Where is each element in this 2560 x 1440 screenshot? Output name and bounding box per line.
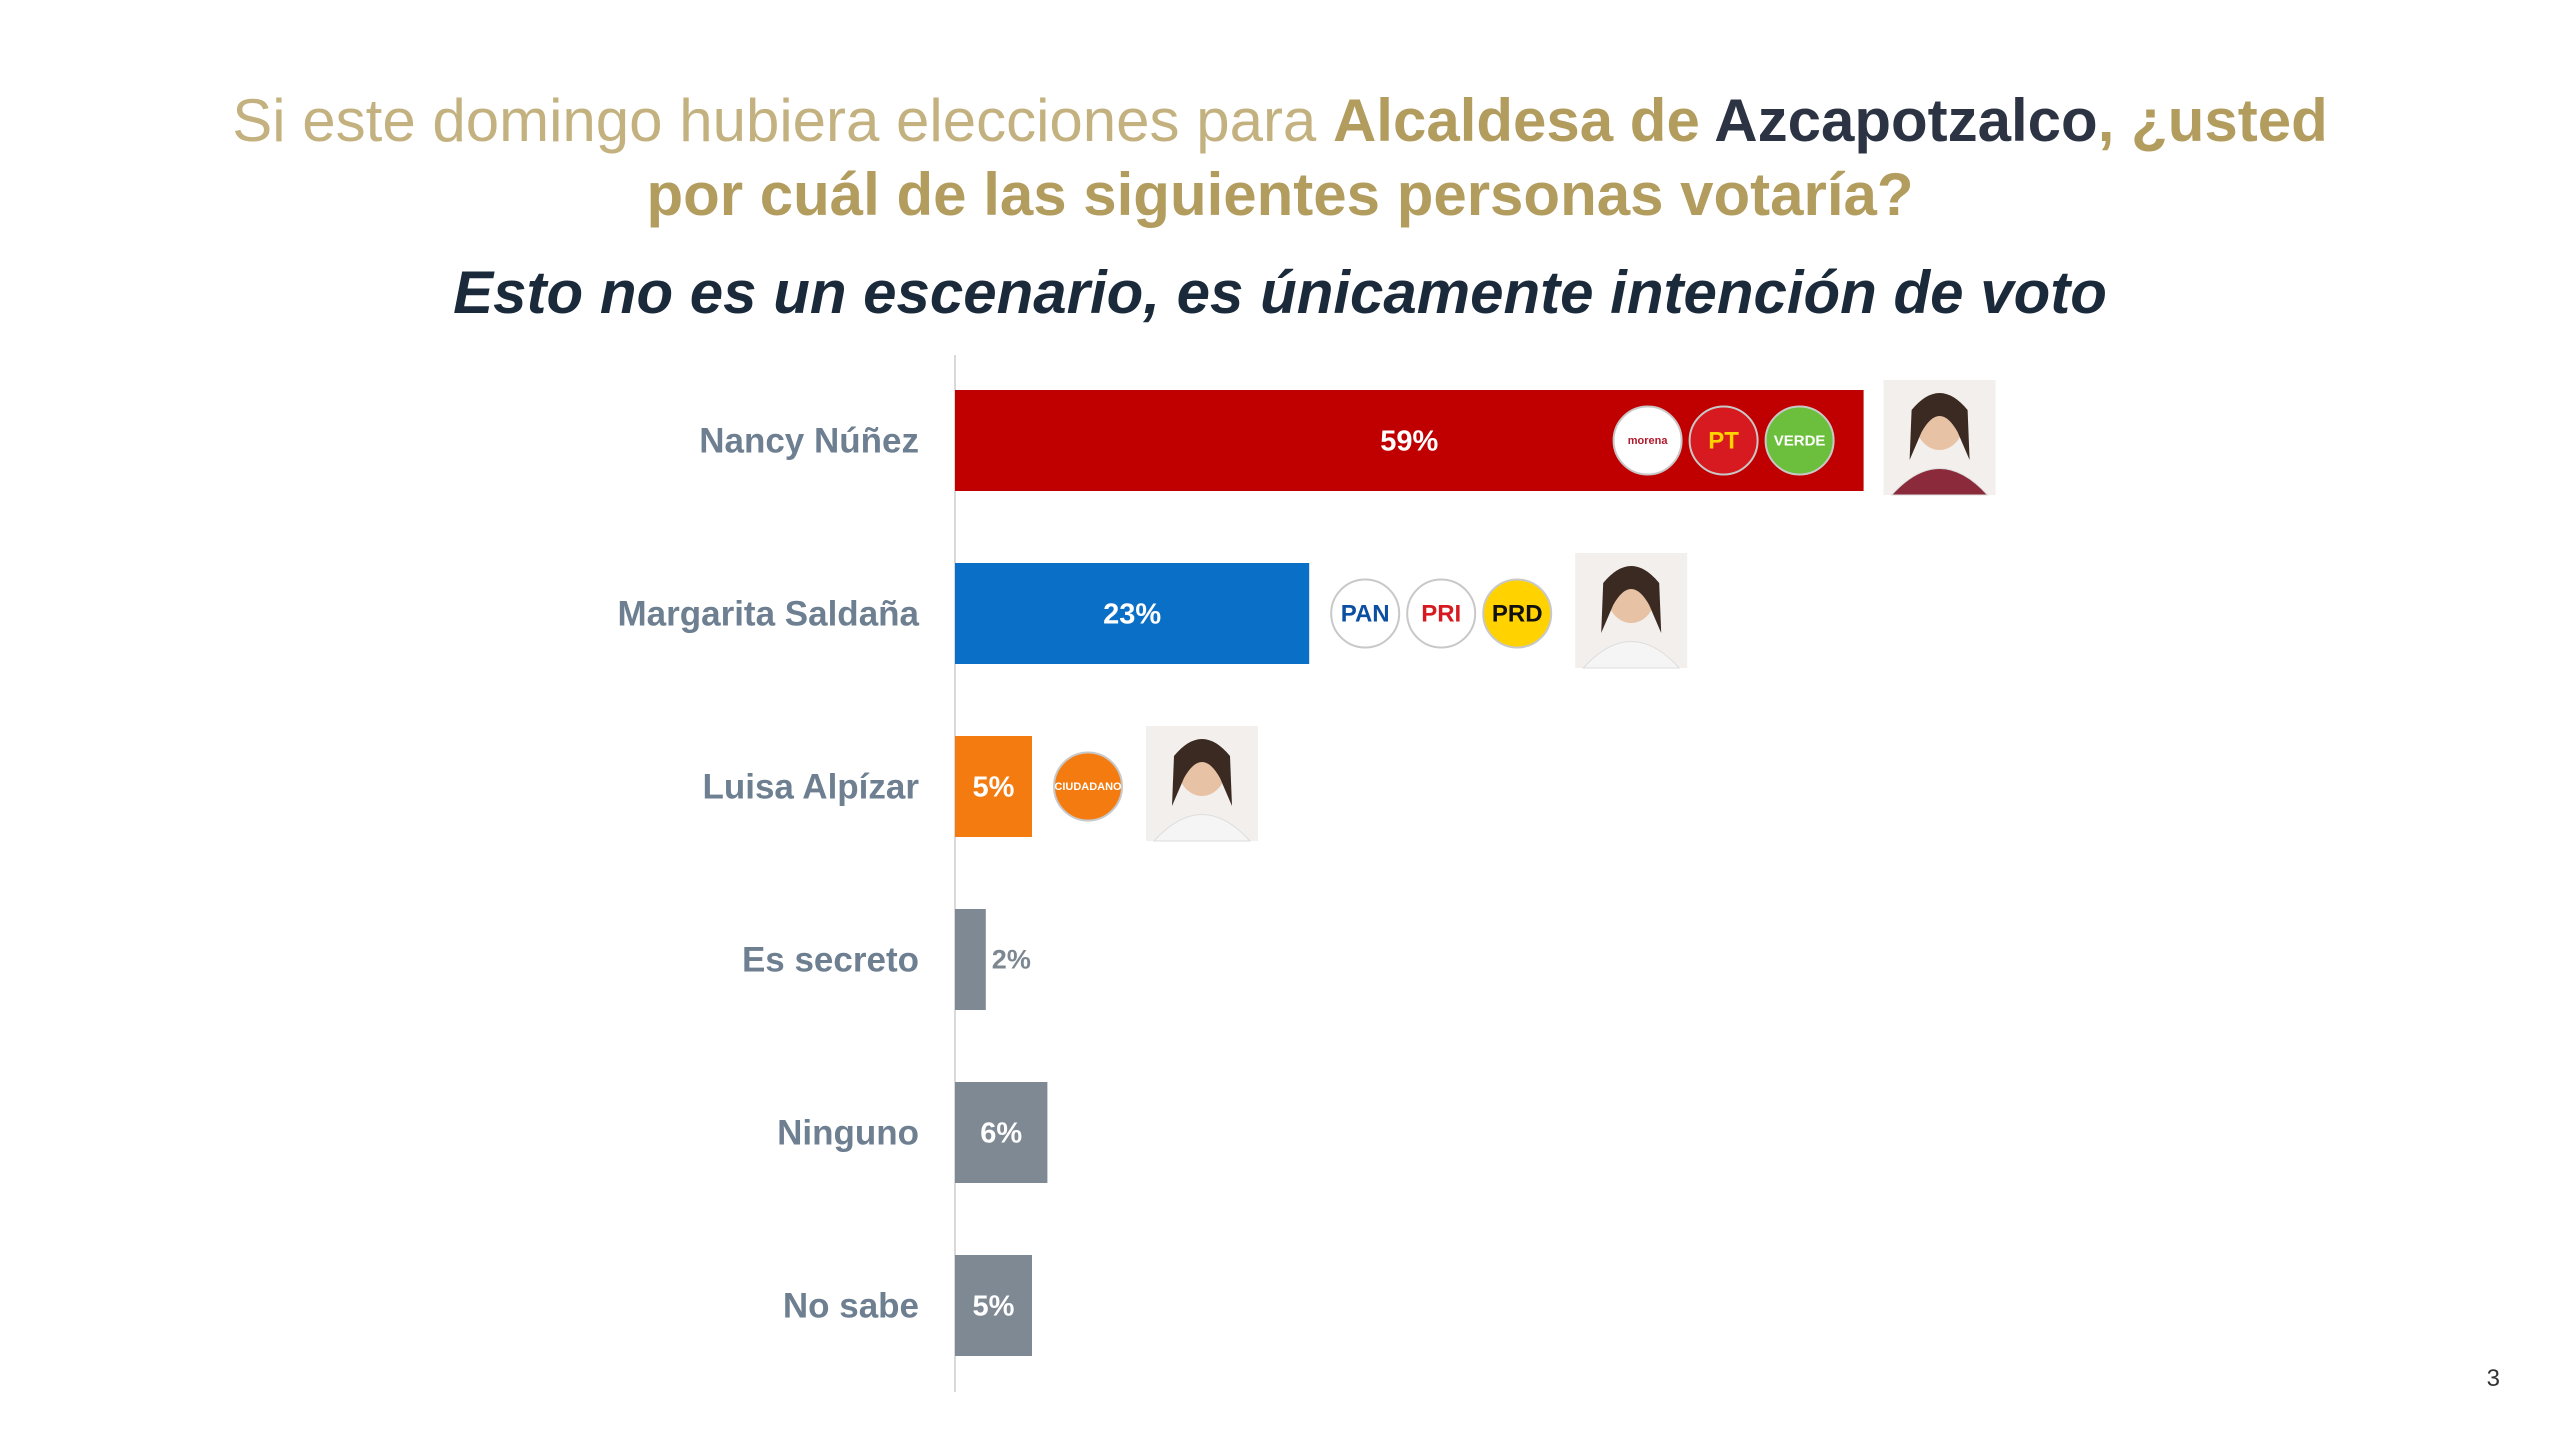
logo-text: morena bbox=[1628, 435, 1669, 447]
category-label: No sabe bbox=[783, 1287, 919, 1326]
category-label: Nancy Núñez bbox=[699, 422, 919, 461]
verde-logo: VERDE bbox=[1764, 405, 1835, 476]
chart-title: Si este domingo hubiera elecciones para … bbox=[0, 84, 2560, 232]
prd-logo: PRD bbox=[1482, 578, 1553, 649]
data-label: 6% bbox=[980, 1118, 1022, 1150]
category-label: Es secreto bbox=[742, 941, 919, 980]
chart-subtitle: Esto no es un escenario, es únicamente i… bbox=[453, 259, 2107, 326]
bar bbox=[955, 1255, 1032, 1356]
title-part-2: Alcaldesa de bbox=[1332, 87, 1715, 154]
category-label: Margarita Saldaña bbox=[618, 595, 920, 634]
page-number: 3 bbox=[2486, 1365, 2500, 1392]
data-label: 5% bbox=[973, 1291, 1015, 1323]
category-label: Ninguno bbox=[777, 1114, 919, 1153]
logo-text: PAN bbox=[1341, 601, 1390, 628]
pan-logo: PAN bbox=[1330, 578, 1401, 649]
candidate-photo bbox=[1883, 380, 1996, 496]
data-label: 23% bbox=[1103, 599, 1161, 631]
morena-logo: morena bbox=[1612, 405, 1683, 476]
title-part-1: Si este domingo hubiera elecciones para bbox=[232, 87, 1333, 154]
data-label: 59% bbox=[1380, 426, 1438, 458]
logo-text: VERDE bbox=[1774, 433, 1826, 450]
logo-text: PRD bbox=[1492, 601, 1543, 628]
logo-text: PT bbox=[1708, 428, 1739, 455]
category-label: Luisa Alpízar bbox=[702, 768, 919, 807]
data-label: 2% bbox=[992, 945, 1031, 975]
title-part-3: Azcapotzalco bbox=[1714, 87, 2098, 154]
title-part-4: , ¿usted bbox=[2097, 87, 2328, 154]
logo-text: PRI bbox=[1421, 601, 1461, 628]
bar bbox=[955, 909, 986, 1010]
pri-logo: PRI bbox=[1406, 578, 1477, 649]
bar bbox=[955, 736, 1032, 837]
pt-logo: PT bbox=[1688, 405, 1759, 476]
bar bbox=[955, 563, 1310, 664]
logo-text: CIUDADANO bbox=[1054, 781, 1122, 793]
movimiento-ciudadano-logo: CIUDADANO bbox=[1053, 751, 1123, 822]
bar bbox=[955, 1082, 1048, 1183]
data-label: 5% bbox=[973, 772, 1015, 804]
candidate-photo bbox=[1575, 553, 1688, 669]
title-line-2: por cuál de las siguientes personas vota… bbox=[646, 161, 1914, 228]
candidate-photo bbox=[1146, 726, 1258, 842]
